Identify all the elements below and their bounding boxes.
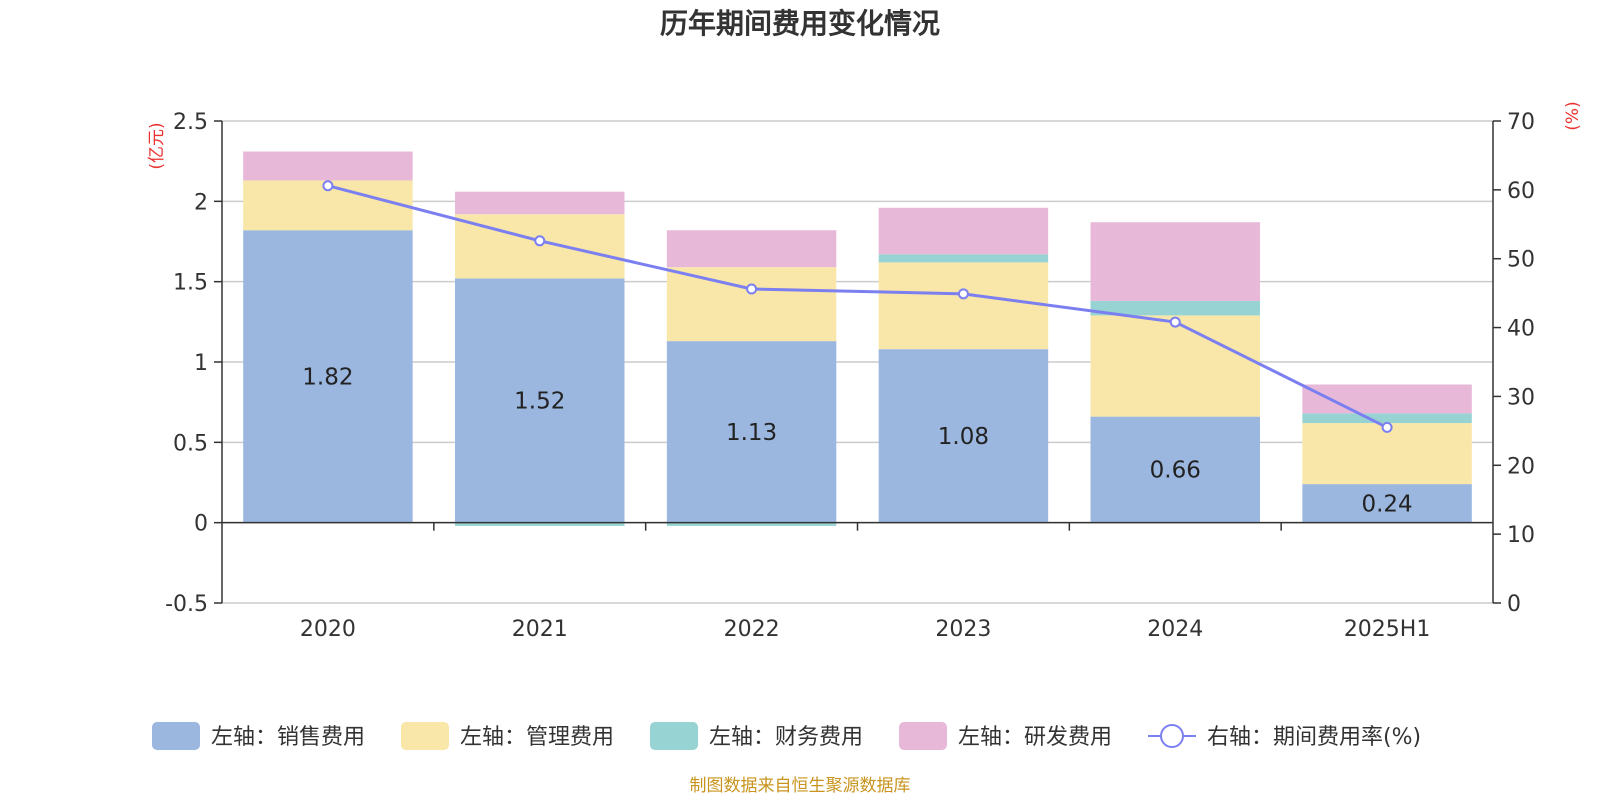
legend-label: 左轴：财务费用 xyxy=(709,725,863,750)
bar-rnd xyxy=(1090,222,1260,301)
bar-sales xyxy=(243,230,413,523)
left-tick-label: -0.5 xyxy=(165,592,208,617)
bar-sales xyxy=(666,341,837,523)
right-tick-label: 70 xyxy=(1507,110,1535,135)
x-tick-label: 2021 xyxy=(512,617,568,642)
bar-data-label: 1.82 xyxy=(302,364,353,390)
bar-data-label: 1.52 xyxy=(514,389,565,415)
legend: 左轴：销售费用 左轴：管理费用 左轴：财务费用 左轴：研发费用 右轴：期间费用率(%) xyxy=(152,722,1421,750)
bar-sales xyxy=(878,349,1049,523)
bar-finance xyxy=(666,522,837,526)
rate-point xyxy=(746,283,758,295)
bar-finance xyxy=(455,522,625,526)
rate-line-path xyxy=(327,184,1388,429)
legend-swatch-finance xyxy=(650,722,698,750)
rate-point xyxy=(322,180,334,192)
legend-swatch-rnd xyxy=(899,722,947,750)
left-tick-label: 1 xyxy=(194,351,208,376)
bar-admin xyxy=(878,262,1049,350)
left-tick-label: 2 xyxy=(194,190,208,215)
bar-admin xyxy=(666,267,837,342)
bar-rnd xyxy=(666,230,837,268)
left-tick-label: 0.5 xyxy=(173,431,208,456)
bar-data-label: 1.08 xyxy=(938,424,989,450)
chart-title: 历年期间费用变化情况 xyxy=(660,7,940,40)
left-tick-label: 0 xyxy=(194,512,208,537)
right-tick-label: 30 xyxy=(1507,385,1535,410)
x-tick-label: 2022 xyxy=(724,617,780,642)
bar-data-label: 0.24 xyxy=(1361,491,1412,517)
bars xyxy=(243,151,1472,526)
bar-rnd xyxy=(455,191,625,215)
bar-finance xyxy=(878,254,1049,263)
axes: 2.5 2 1.5 1 0.5 0 -0.5 70 60 50 40 30 20 10 0 2020 2021 2… xyxy=(165,110,1535,642)
x-tick-label: 2020 xyxy=(300,617,356,642)
x-tick-label: 2023 xyxy=(935,617,991,642)
legend-label: 左轴：研发费用 xyxy=(958,725,1112,750)
legend-swatch-sales xyxy=(152,722,200,750)
right-tick-label: 20 xyxy=(1507,454,1535,479)
bar-admin xyxy=(1090,315,1260,417)
right-tick-label: 0 xyxy=(1507,592,1521,617)
right-axis-unit: (%) xyxy=(1563,101,1583,130)
left-axis-unit: (亿元) xyxy=(147,122,167,169)
source-note: 制图数据来自恒生聚源数据库 xyxy=(690,776,911,796)
bar-sales xyxy=(455,278,625,523)
legend-marker xyxy=(1160,724,1184,748)
bar-sales xyxy=(1090,416,1260,523)
legend-label: 左轴：管理费用 xyxy=(460,725,614,750)
bar-finance xyxy=(1302,413,1472,424)
right-tick-label: 40 xyxy=(1507,317,1535,342)
x-tick-label: 2024 xyxy=(1147,617,1203,642)
legend-label: 右轴：期间费用率(%) xyxy=(1207,725,1421,750)
bar-rnd xyxy=(243,151,413,181)
data-labels: 1.82 1.52 1.13 1.08 0.66 0.24 xyxy=(302,364,1412,517)
rate-point xyxy=(1381,421,1393,433)
bar-admin xyxy=(1302,423,1472,485)
left-tick-label: 2.5 xyxy=(173,110,208,135)
bar-data-label: 1.13 xyxy=(726,420,777,446)
bar-finance xyxy=(1090,300,1260,316)
bar-rnd xyxy=(878,207,1049,255)
bar-admin xyxy=(455,214,625,279)
right-tick-label: 10 xyxy=(1507,523,1535,548)
rate-line xyxy=(322,180,1393,433)
x-tick-label: 2025H1 xyxy=(1344,617,1431,642)
legend-label: 左轴：销售费用 xyxy=(211,725,365,750)
bar-sales xyxy=(1302,484,1472,523)
legend-swatch-admin xyxy=(401,722,449,750)
rate-point xyxy=(534,235,546,247)
rate-point xyxy=(1169,316,1181,328)
rate-point xyxy=(957,288,969,300)
bar-data-label: 0.66 xyxy=(1150,458,1201,484)
right-tick-label: 50 xyxy=(1507,248,1535,273)
right-tick-label: 60 xyxy=(1507,179,1535,204)
left-tick-label: 1.5 xyxy=(173,271,208,296)
